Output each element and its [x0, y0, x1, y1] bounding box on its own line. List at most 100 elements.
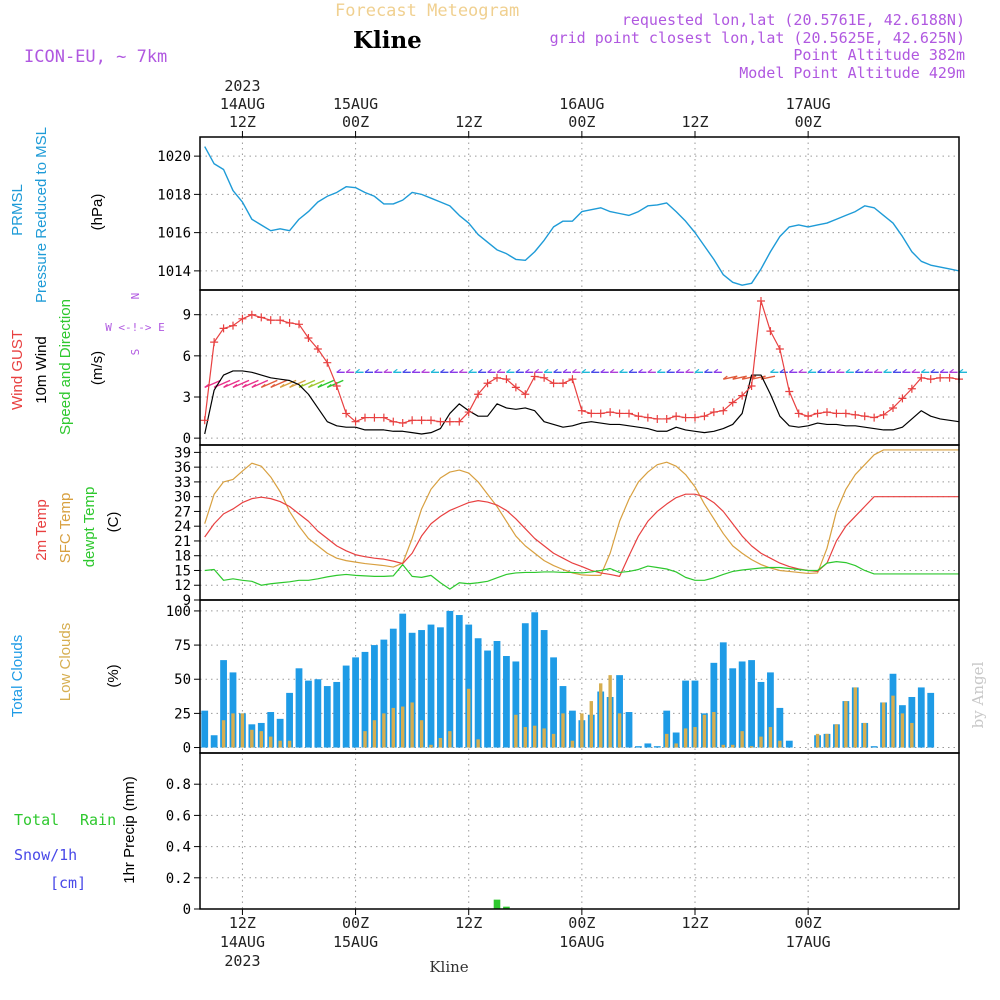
y-tick-label: 0.8	[166, 777, 191, 793]
total-cloud-bar	[380, 639, 388, 748]
total-cloud-bar	[455, 615, 463, 748]
total-clouds-label: Total Clouds	[9, 635, 26, 718]
gust-point	[870, 413, 879, 422]
total-cloud-bar	[785, 740, 793, 748]
gust-point	[606, 408, 615, 417]
precip-snow-label: Snow/1h	[14, 846, 77, 864]
low-cloud-bar	[580, 713, 584, 748]
gust-point	[229, 321, 237, 330]
wind-arrow	[279, 379, 297, 389]
top-time-label: 00Z	[568, 113, 595, 131]
wind-arrow-head	[647, 368, 653, 373]
total-cloud-bar	[427, 624, 435, 748]
wind-arrow-head	[902, 368, 907, 373]
compass-north: N	[129, 293, 142, 300]
top-date-label: 14AUG	[220, 95, 265, 113]
prmsl-label: PRMSL	[9, 184, 26, 236]
wind-arrow-head	[609, 368, 615, 373]
low-cloud-bar	[419, 720, 424, 748]
requested-point: requested lon,lat (20.5761E, 42.6188N)	[622, 11, 965, 29]
gust-point	[200, 416, 209, 425]
bottom-date-label: 15AUG	[333, 933, 378, 951]
total-cloud-bar	[691, 680, 699, 748]
low-cloud-bar	[542, 728, 546, 748]
gust-point	[738, 391, 747, 400]
low-cloud-bar	[853, 687, 857, 748]
total-cloud-bar	[908, 696, 916, 748]
wind-arrow-head	[421, 368, 426, 373]
total-cloud-bar	[418, 630, 425, 748]
dewpt-line	[204, 561, 959, 590]
wind-arrow-head	[355, 368, 360, 373]
total-cloud-bar	[927, 692, 935, 748]
low-cloud-bar	[693, 727, 697, 748]
wind-arrow-head	[930, 368, 936, 373]
low-cloud-bar	[844, 701, 848, 748]
total-cloud-bar	[361, 651, 369, 748]
total-cloud-bar	[625, 712, 633, 748]
total-cloud-bar	[276, 718, 284, 748]
low-cloud-bar	[881, 702, 886, 748]
total-cloud-bar	[342, 665, 350, 748]
low-cloud-bar	[448, 731, 452, 748]
wind-arrow-head	[477, 368, 483, 373]
gust-label: Wind GUST	[9, 330, 26, 410]
wind-arrow-head	[892, 368, 898, 373]
gust-point	[398, 419, 407, 428]
wind-arrow-head	[402, 368, 408, 373]
low-cloud-bar	[900, 713, 905, 748]
wind-arrow	[732, 375, 747, 380]
y-tick-label: 0	[183, 902, 191, 918]
wind-arrow-head	[845, 368, 851, 373]
total-cloud-bar	[719, 642, 727, 748]
wind-arrow	[223, 379, 240, 389]
clouds-unit: (%)	[105, 664, 122, 687]
wind-arrow-head	[854, 368, 860, 373]
wind-arrow-head	[506, 368, 511, 373]
total-cloud-bar	[267, 712, 275, 748]
gust-point	[775, 344, 784, 353]
gust-point	[719, 406, 728, 415]
total-cloud-bar	[550, 657, 557, 748]
precip-rain-label: Rain	[80, 811, 116, 829]
model-altitude: Model Point Altitude 429m	[739, 64, 965, 82]
top-time-label: 12Z	[229, 113, 256, 131]
total-cloud-bar	[776, 707, 784, 748]
total-cloud-bar	[437, 627, 444, 748]
gust-point	[511, 383, 520, 392]
grid-point: grid point closest lon,lat (20.5625E, 42…	[550, 29, 965, 47]
wind-arrow-head	[590, 368, 596, 373]
sfc-temp-line	[204, 449, 959, 576]
gust-point	[530, 372, 539, 381]
wind-arrow-head	[836, 368, 841, 373]
total-cloud-bar	[710, 662, 718, 748]
wind-arrow-head	[685, 368, 690, 373]
panel-frame	[199, 444, 960, 601]
low-cloud-bar	[740, 731, 744, 748]
low-cloud-bar	[231, 713, 235, 748]
gust-point	[276, 316, 285, 325]
wind-arrow-head	[326, 383, 332, 388]
total-cloud-bar	[352, 657, 359, 748]
wind-arrow-head	[289, 383, 294, 388]
gust-point	[945, 373, 954, 382]
panel-frame	[199, 289, 960, 446]
wind10m-label: 10m Wind	[33, 336, 50, 404]
precip-unit: 1hr Precip (mm)	[121, 776, 138, 884]
total-cloud-bar	[663, 710, 671, 748]
gust-point	[427, 416, 435, 425]
total-cloud-bar	[512, 661, 520, 748]
y-tick-label: 1018	[157, 187, 191, 203]
wind-arrow-head	[741, 375, 747, 380]
pressure-unit: (hPa)	[89, 194, 106, 231]
low-cloud-bar	[551, 733, 556, 748]
y-tick-label: 1014	[157, 264, 191, 280]
low-cloud-bar	[240, 713, 245, 748]
wind-arrow-head	[364, 368, 370, 373]
y-tick-label: 9	[183, 593, 191, 609]
precip-cm-label: [cm]	[50, 874, 86, 892]
low-cloud-bar	[476, 739, 480, 748]
low-cloud-bar	[674, 743, 678, 748]
total-cloud-bar	[870, 746, 878, 748]
